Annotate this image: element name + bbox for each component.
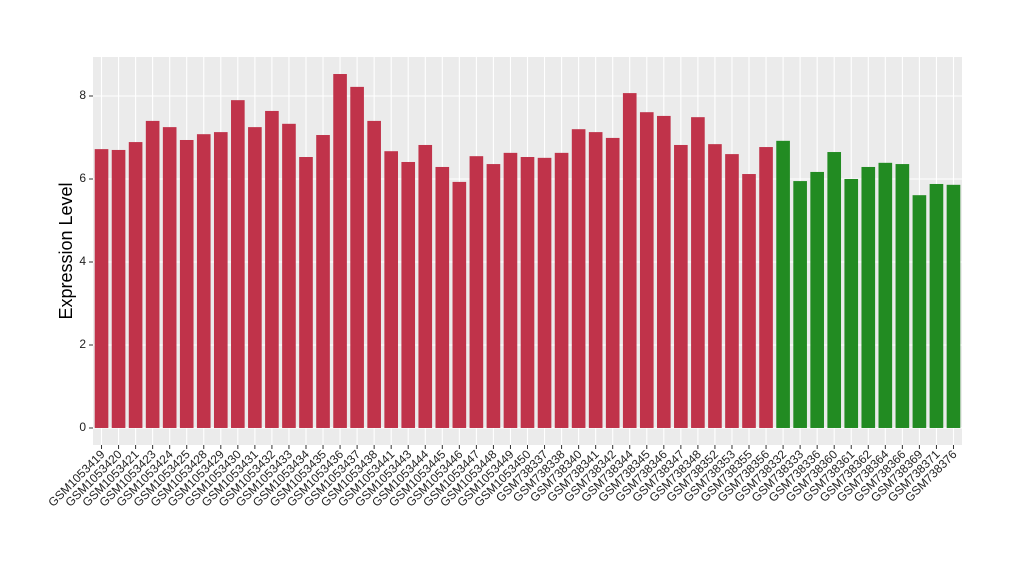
bar [265,110,279,428]
bar [435,166,450,428]
bar [486,164,501,428]
bar [946,184,961,428]
bar [503,152,518,428]
bar [742,174,756,428]
bar [691,117,705,428]
bar [401,161,416,428]
bar [674,144,688,428]
bar [810,171,824,428]
bar [708,144,722,428]
bar [384,151,399,428]
y-tick-label: 2 [79,337,86,351]
bar [333,74,347,428]
bar [350,86,364,428]
bar [111,149,126,428]
bar [759,147,773,428]
bar [793,181,807,428]
bar [213,132,228,428]
bar [94,149,109,428]
bar [622,93,637,428]
bar [196,134,211,428]
bar [656,115,671,428]
bar [861,166,876,428]
bar [282,123,296,428]
bar [912,195,927,428]
bar [588,132,603,428]
y-tick-label: 0 [79,420,86,434]
bar [162,127,177,428]
bar [776,140,790,428]
bar [367,120,381,428]
bar [145,120,160,428]
bar [248,127,262,428]
bar [179,139,194,428]
bar [827,152,842,428]
bar [299,157,313,428]
bar [520,157,535,428]
bar [639,112,654,428]
bar [418,144,433,428]
y-tick-label: 8 [79,88,86,102]
bar [231,100,245,428]
bar [537,157,552,428]
bar [452,181,467,428]
bar [929,183,944,428]
y-axis-label: Expression Level [56,182,76,319]
bar [725,154,739,428]
bar [571,129,586,428]
bar [469,156,484,428]
bar [844,179,859,428]
bar [895,164,910,428]
bar [128,142,143,428]
y-tick-label: 4 [79,254,86,268]
y-tick-label: 6 [79,171,86,185]
bar [605,137,620,428]
bar [316,135,330,428]
bar [878,162,893,428]
bar [554,152,569,428]
